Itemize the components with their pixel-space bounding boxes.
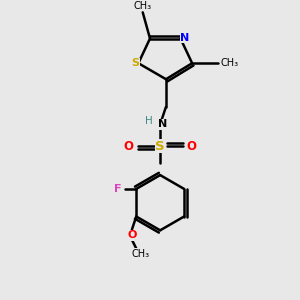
- Text: N: N: [158, 119, 167, 129]
- Text: O: O: [187, 140, 196, 152]
- Text: O: O: [127, 230, 136, 240]
- Text: S: S: [155, 140, 165, 152]
- Text: H: H: [145, 116, 153, 126]
- Text: CH₃: CH₃: [132, 249, 150, 259]
- Text: F: F: [115, 184, 122, 194]
- Text: O: O: [124, 140, 134, 152]
- Text: CH₃: CH₃: [220, 58, 238, 68]
- Text: N: N: [180, 33, 190, 43]
- Text: CH₃: CH₃: [134, 1, 152, 11]
- Text: S: S: [131, 58, 140, 68]
